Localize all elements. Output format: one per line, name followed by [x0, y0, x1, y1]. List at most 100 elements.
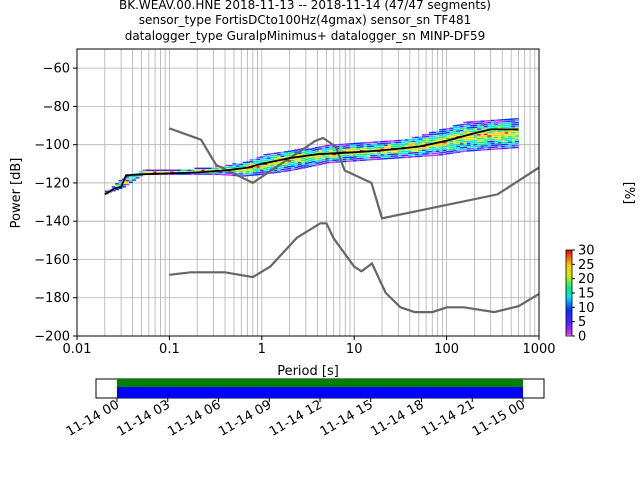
psd-cell	[449, 142, 454, 145]
psd-cell	[235, 163, 240, 165]
psd-cell	[280, 151, 285, 154]
psd-cell	[511, 129, 516, 132]
psd-cell	[256, 171, 261, 174]
psd-cell	[466, 123, 471, 125]
psd-cell	[494, 119, 499, 121]
psd-cell	[497, 148, 502, 150]
psd-cell	[408, 148, 412, 151]
colorbar-label: [%]	[621, 182, 636, 205]
psd-cell	[242, 169, 247, 171]
psd-cell	[287, 166, 292, 168]
psd-cell	[477, 122, 481, 125]
psd-cell	[484, 127, 488, 130]
psd-cell	[494, 146, 499, 148]
psd-cell	[515, 146, 519, 149]
noise-model-nlnm	[169, 222, 540, 314]
psd-cell	[228, 164, 233, 167]
psd-cell	[501, 145, 506, 148]
psd-cell	[425, 134, 430, 136]
psd-cell	[225, 174, 230, 176]
y-axis-label: Power [dB]	[9, 158, 24, 229]
psd-cell	[370, 141, 375, 144]
psd-cell	[342, 158, 347, 161]
psd-cell	[322, 151, 326, 153]
psd-cell	[370, 143, 375, 145]
psd-cell	[346, 147, 350, 149]
psd-cell	[473, 136, 478, 138]
psd-cell	[242, 175, 247, 177]
psd-cell	[446, 141, 450, 143]
psd-cell	[370, 155, 375, 157]
psd-cell	[353, 156, 357, 158]
psd-cell	[370, 158, 375, 161]
psd-cell	[508, 120, 512, 122]
psd-cell	[480, 147, 485, 149]
psd-cell	[446, 149, 450, 151]
psd-cell	[428, 154, 433, 157]
psd-cell	[477, 130, 481, 132]
psd-cell	[484, 133, 488, 136]
psd-cell	[377, 148, 381, 151]
psd-cell	[487, 148, 492, 151]
psd-cell	[421, 138, 426, 140]
psd-cell	[494, 138, 499, 141]
psd-cell	[490, 148, 495, 150]
psd-cell	[290, 159, 295, 162]
psd-cell	[421, 153, 426, 155]
psd-cell	[477, 139, 481, 142]
psd-cell	[428, 152, 433, 155]
psd-cell	[439, 142, 443, 144]
psd-cell	[428, 135, 433, 138]
psd-cell	[397, 153, 402, 155]
psd-cell	[494, 132, 499, 135]
psd-cell	[135, 177, 140, 179]
psd-cell	[273, 162, 278, 164]
psd-cell	[328, 144, 333, 146]
psd-cell	[139, 174, 144, 177]
psd-cell	[511, 141, 516, 143]
psd-cell	[497, 142, 502, 144]
psd-cell	[363, 153, 368, 156]
psd-cell	[390, 144, 395, 146]
psd-cell	[390, 142, 395, 144]
x-tick-label: 0.1	[159, 342, 180, 357]
psd-cell	[425, 153, 430, 155]
y-tick-label: −100	[34, 138, 70, 153]
psd-cell	[156, 169, 161, 171]
psd-cell	[470, 149, 474, 152]
psd-cell	[401, 152, 406, 155]
psd-cell	[463, 133, 468, 135]
psd-cell	[435, 139, 440, 141]
psd-cell	[270, 153, 275, 155]
psd-cell	[166, 169, 171, 171]
psd-cell	[353, 154, 357, 156]
psd-cell	[473, 149, 478, 152]
psd-cell	[201, 173, 206, 175]
psd-cell	[349, 154, 354, 156]
psd-cell	[301, 161, 306, 163]
psd-cell	[446, 145, 450, 147]
psd-cell	[373, 147, 378, 149]
psd-cell	[415, 136, 419, 139]
psd-cell	[284, 151, 288, 153]
psd-cell	[328, 155, 333, 158]
psd-cell	[239, 171, 244, 173]
psd-cell	[511, 139, 516, 141]
psd-cell	[315, 162, 319, 164]
psd-cell	[377, 152, 381, 155]
plot-background	[77, 49, 539, 336]
psd-cell	[304, 158, 309, 161]
psd-cell	[449, 150, 454, 152]
psd-cell	[318, 157, 323, 160]
psd-cell	[190, 173, 195, 175]
psd-cell	[297, 162, 302, 164]
psd-cell	[297, 165, 302, 168]
psd-cell	[332, 159, 337, 161]
psd-cell	[515, 137, 519, 139]
psd-cell	[332, 157, 337, 160]
psd-cell	[508, 131, 512, 134]
psd-cell	[222, 173, 226, 176]
psd-cell	[442, 147, 447, 150]
psd-cell	[480, 141, 485, 143]
